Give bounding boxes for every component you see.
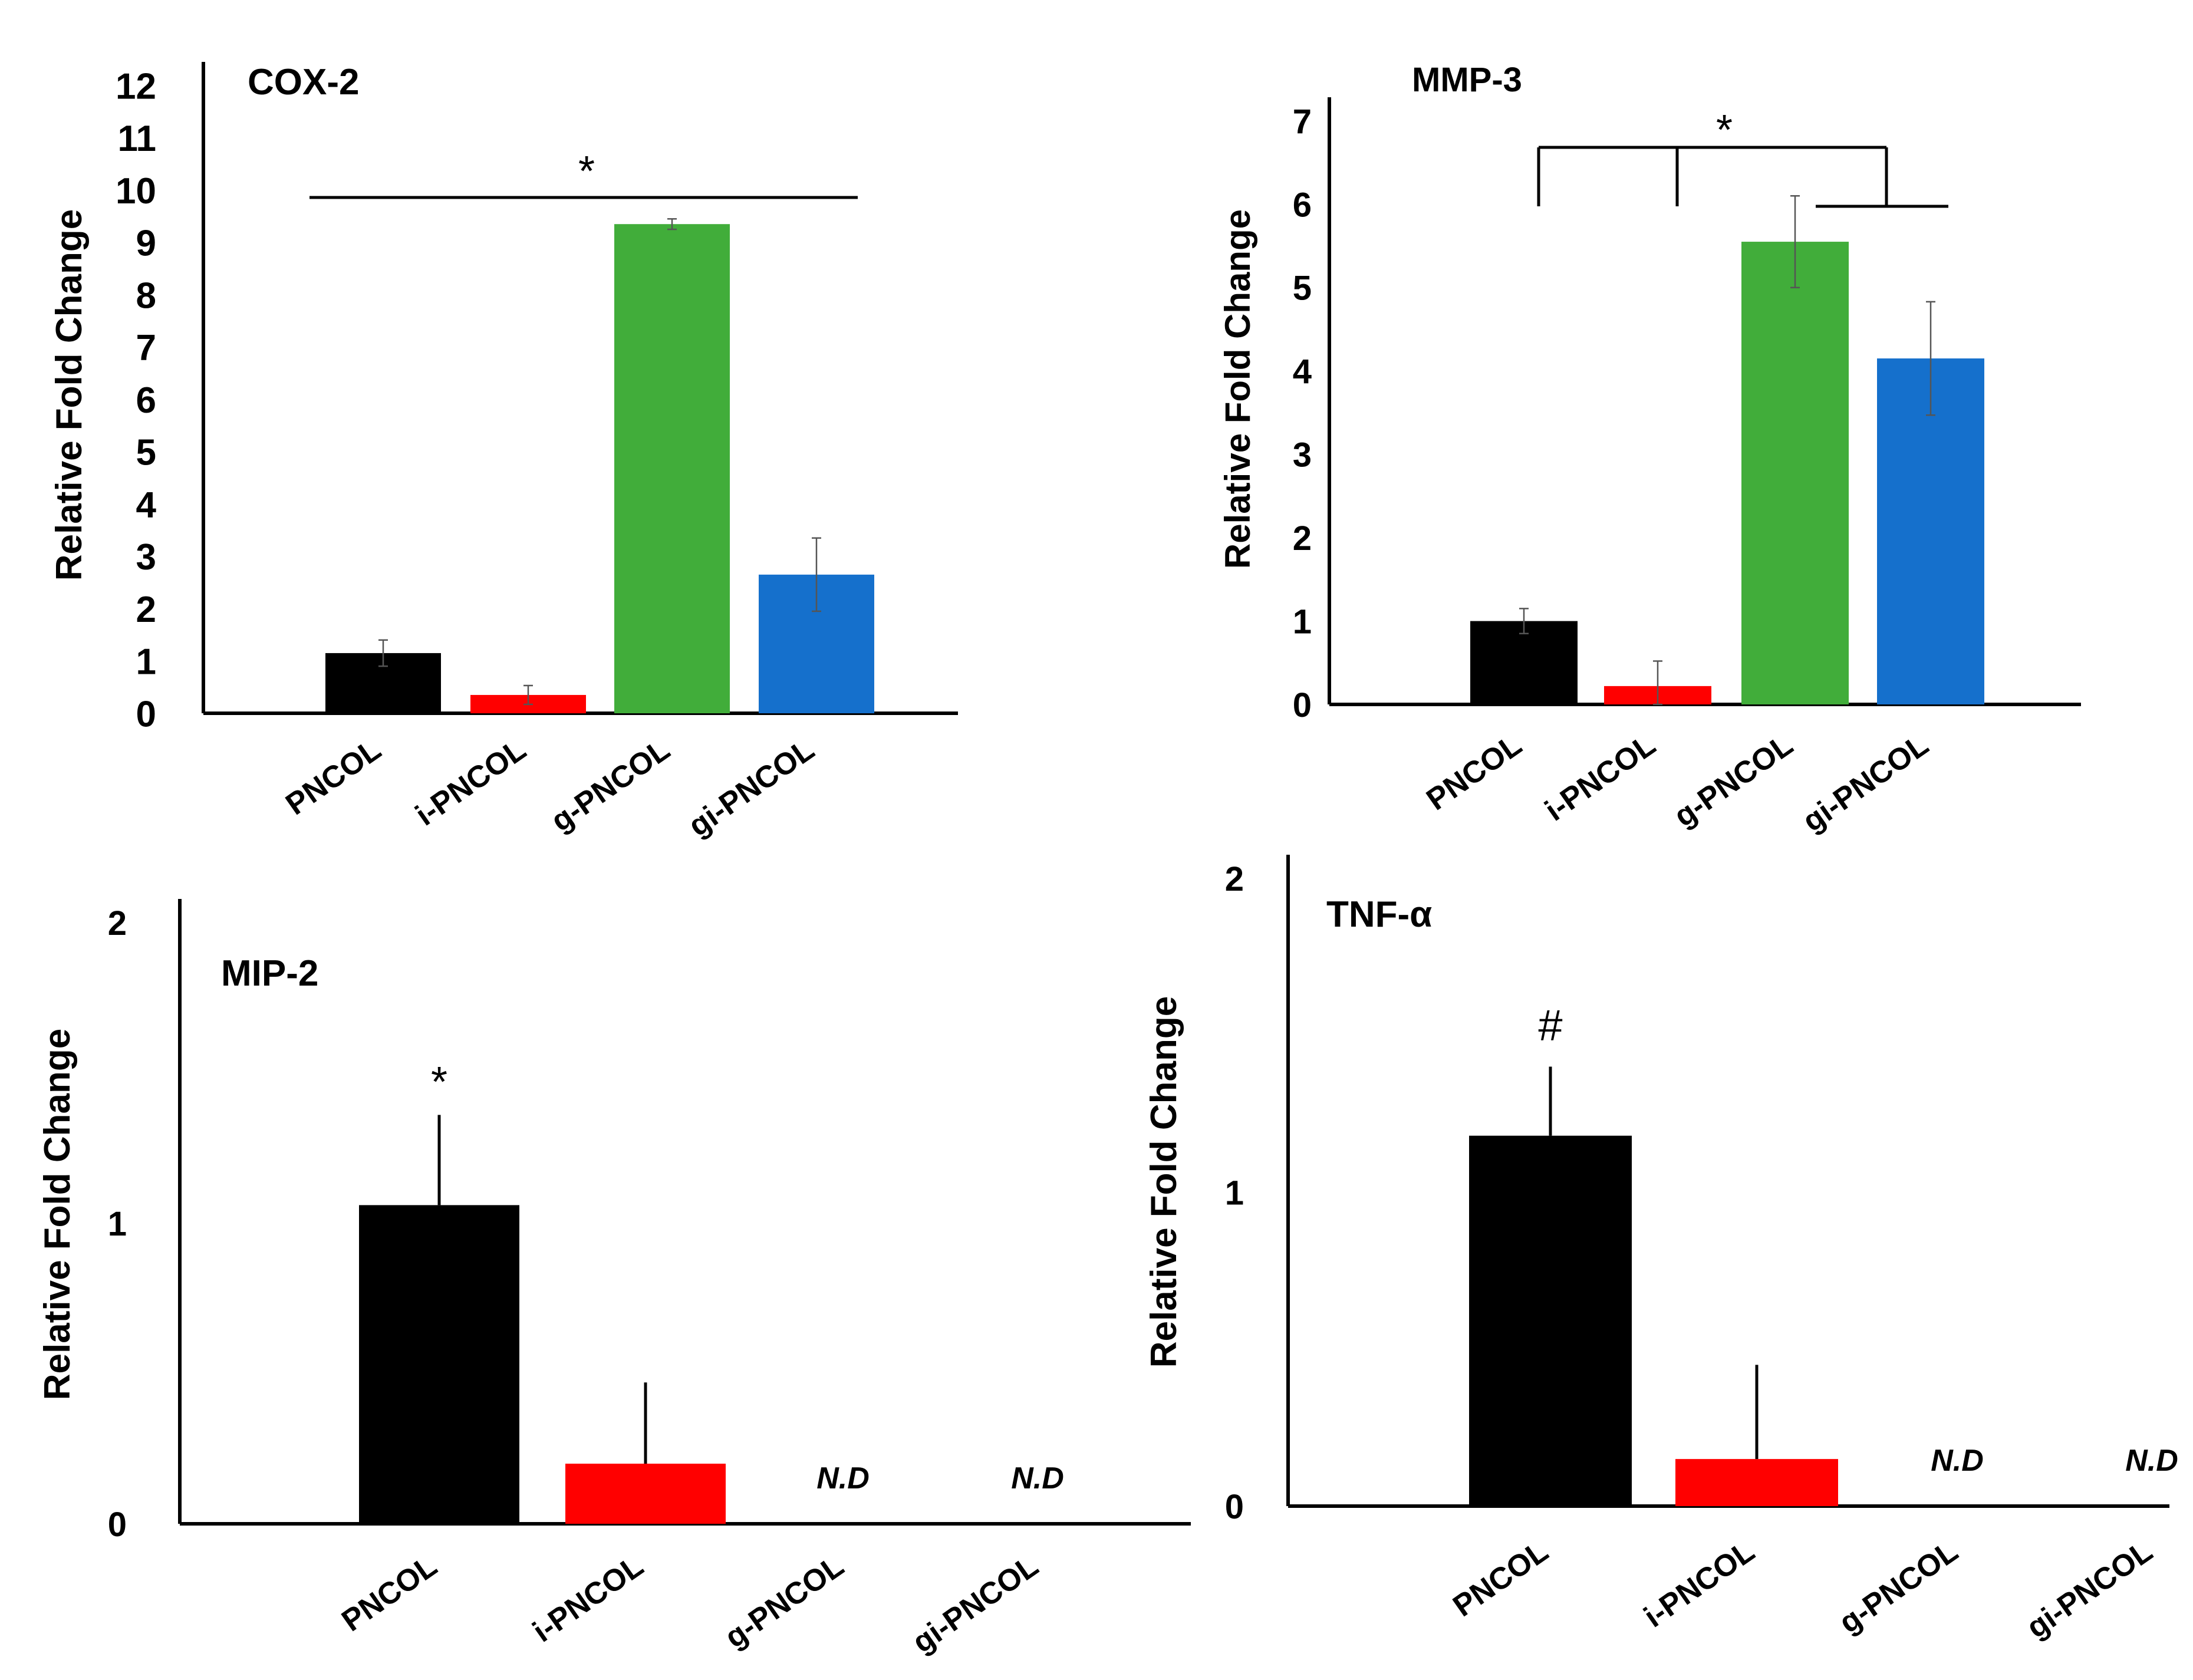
y-axis-label: Relative Fold Change [1144, 996, 1184, 1368]
category-label: g-PNCOL [1833, 1534, 1964, 1640]
bar-gi-PNCOL [1877, 358, 1984, 704]
category-label: i-PNCOL [410, 732, 532, 832]
y-tick-label: 1 [1225, 1174, 1244, 1212]
chart-2: 0 1 2 Relative Fold Change MIP-2 PNCOL i-PNCOL… [37, 899, 1191, 1660]
category-label: i-PNCOL [1539, 727, 1662, 828]
category-label: i-PNCOL [1638, 1534, 1761, 1634]
bar-PNCOL [1470, 621, 1578, 704]
y-tick-label: 0 [136, 694, 156, 734]
chart-3: 0 1 2 Relative Fold Change TNF-α PNCOL i-PNCOL… [1144, 855, 2178, 1645]
category-label: PNCOL [1421, 727, 1528, 817]
y-tick-label: 4 [136, 485, 157, 525]
y-tick-label: 6 [136, 380, 156, 421]
y-tick-label: 0 [108, 1506, 127, 1544]
chart-title: COX-2 [248, 62, 359, 103]
category-label: g-PNCOL [719, 1549, 850, 1655]
y-tick-label: 3 [136, 537, 156, 578]
y-axis-label: Relative Fold Change [49, 209, 90, 581]
category-label: PNCOL [336, 1549, 443, 1638]
y-tick-label: 1 [136, 642, 156, 683]
y-tick-label: 0 [1225, 1488, 1244, 1526]
y-tick-label: 2 [1225, 860, 1244, 898]
y-tick-label: 5 [1293, 269, 1312, 308]
y-tick-label: 5 [136, 433, 156, 473]
not-detected-label: N.D [1931, 1444, 1984, 1478]
category-label: g-PNCOL [545, 732, 676, 838]
y-tick-label: 9 [136, 223, 156, 264]
y-tick-label: 8 [136, 275, 156, 316]
chart-title: MMP-3 [1412, 61, 1522, 99]
y-tick-label: 10 [116, 171, 156, 212]
category-label: i-PNCOL [527, 1549, 650, 1649]
category-label: PNCOL [280, 732, 387, 822]
category-label: PNCOL [1447, 1534, 1555, 1623]
significance-marker: * [1716, 107, 1733, 154]
bar-PNCOL [1469, 1135, 1632, 1506]
category-label: g-PNCOL [1668, 727, 1799, 834]
y-tick-label: 6 [1293, 186, 1312, 224]
bar-PNCOL [359, 1205, 519, 1524]
category-label: gi-PNCOL [682, 732, 820, 843]
y-axis-label: Relative Fold Change [37, 1029, 78, 1400]
not-detected-label: N.D [1011, 1461, 1064, 1495]
not-detected-label: N.D [816, 1461, 870, 1495]
bar-g-PNCOL [1741, 242, 1849, 705]
y-tick-label: 3 [1293, 436, 1312, 475]
y-tick-label: 0 [1293, 686, 1312, 724]
chart-1: 0 1 2 3 4 5 6 7 Relative Fold Change MMP-3 PNCOL i-… [1218, 61, 2081, 839]
y-tick-label: 7 [136, 328, 156, 368]
y-tick-label: 2 [136, 589, 156, 630]
y-tick-label: 1 [1293, 602, 1312, 641]
significance-marker: # [1538, 1001, 1562, 1050]
bar-g-PNCOL [614, 224, 730, 713]
chart-title: TNF-α [1326, 894, 1432, 935]
chart-title: MIP-2 [221, 953, 318, 994]
category-label: gi-PNCOL [1796, 727, 1934, 838]
bar-i-PNCOL [565, 1464, 726, 1524]
y-tick-label: 2 [1293, 519, 1312, 558]
y-tick-label: 12 [116, 66, 156, 107]
significance-marker: * [431, 1059, 447, 1106]
y-axis-label: Relative Fold Change [1218, 209, 1257, 569]
y-tick-label: 4 [1293, 353, 1312, 391]
y-tick-label: 7 [1293, 103, 1312, 141]
bar-i-PNCOL [1675, 1459, 1838, 1506]
y-tick-label: 11 [117, 118, 156, 159]
category-label: gi-PNCOL [906, 1549, 1044, 1659]
category-label: gi-PNCOL [2020, 1534, 2158, 1645]
y-tick-label: 1 [108, 1205, 127, 1243]
significance-marker: * [578, 148, 595, 195]
not-detected-label: N.D [2125, 1444, 2178, 1478]
y-tick-label: 2 [108, 904, 127, 943]
